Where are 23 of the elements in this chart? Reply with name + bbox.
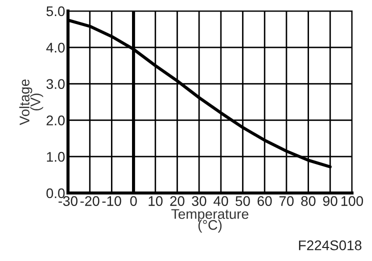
x-tick-label: -30 — [58, 196, 78, 206]
y-tick-label: 5.0 — [46, 6, 65, 16]
y-tick-label: 4.0 — [46, 42, 65, 53]
x-tick-label: -20 — [80, 196, 100, 206]
y-tick-label: 1.0 — [46, 152, 65, 162]
y-axis-title: Voltage (V) — [19, 79, 44, 126]
x-tick-label: 20 — [170, 196, 184, 206]
y-tick-label: 2.0 — [46, 116, 65, 126]
x-tick-label: 50 — [236, 196, 250, 206]
x-tick-label: 40 — [214, 196, 228, 206]
x-tick-label: 0 — [130, 196, 137, 206]
x-tick-label: 100 — [341, 196, 364, 206]
x-tick-label: 80 — [301, 196, 316, 206]
x-tick-label: 10 — [148, 196, 163, 206]
x-axis-title: Temperature (°C) — [171, 209, 248, 233]
x-tick-label: 70 — [279, 196, 294, 206]
text: F224S018 — [299, 240, 362, 250]
x-tick-label: 60 — [258, 196, 272, 206]
x-tick-label: 90 — [323, 196, 338, 206]
x-tick-label: 30 — [192, 196, 206, 206]
y-tick-label: 0.0 — [46, 188, 65, 198]
y-tick-label: 3.0 — [46, 79, 65, 89]
x-tick-label: -10 — [102, 196, 122, 206]
